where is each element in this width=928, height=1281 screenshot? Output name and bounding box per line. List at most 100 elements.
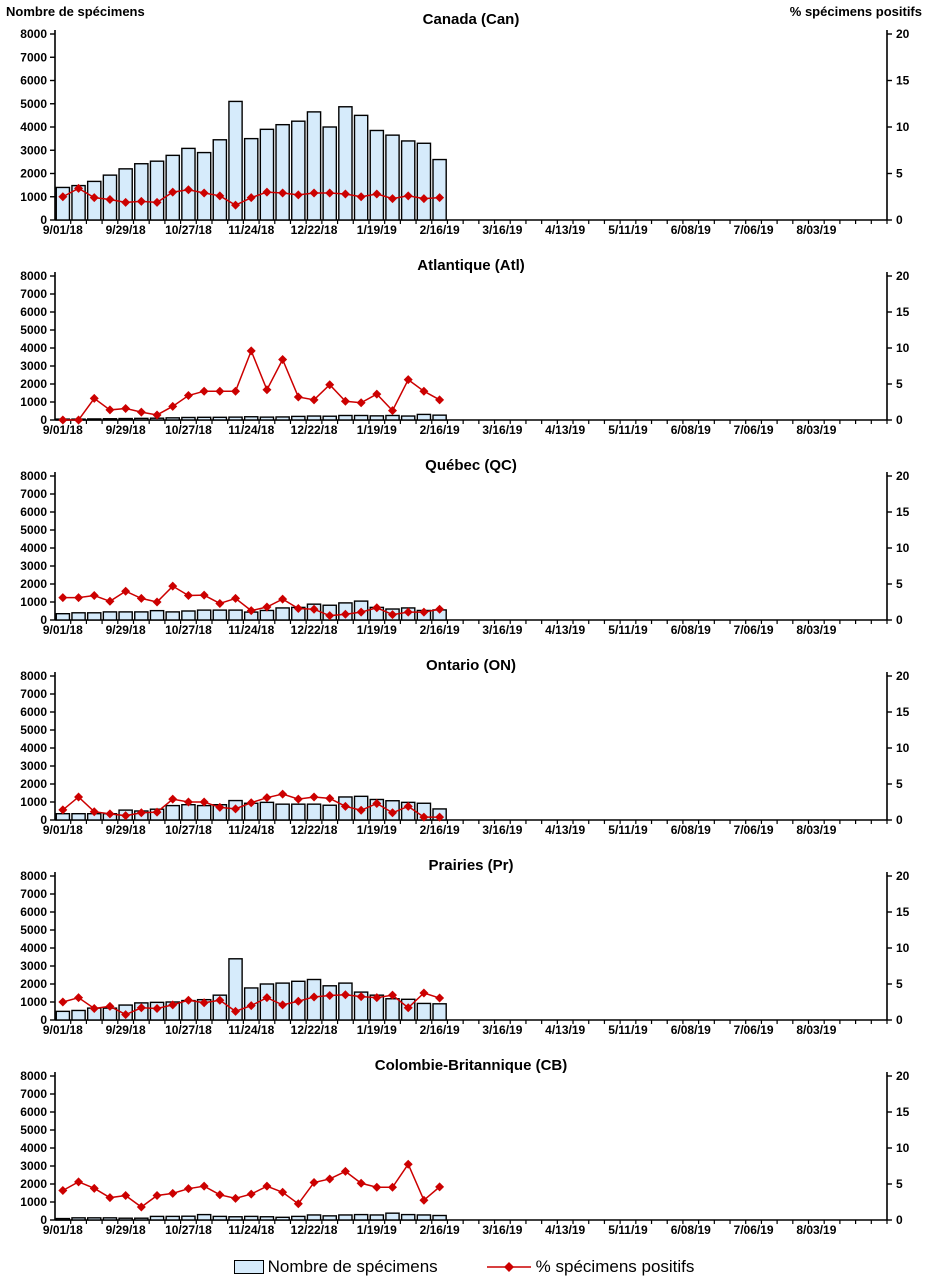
diamond-marker bbox=[309, 792, 319, 802]
x-tick-label: 11/24/18 bbox=[228, 823, 274, 837]
right-tick-label: 5 bbox=[896, 167, 903, 181]
diamond-marker bbox=[105, 596, 115, 606]
diamond-marker bbox=[388, 406, 398, 416]
specimen-bar bbox=[385, 998, 400, 1021]
chart-title: Canada (Can) bbox=[423, 11, 520, 28]
left-tick-label: 0 bbox=[40, 1213, 47, 1227]
chart-prairies: Prairies (Pr) 0 1000 2000 3000 4000 5000 6000 70… bbox=[20, 857, 909, 1037]
diamond-marker bbox=[293, 603, 303, 613]
left-tick-label: 2000 bbox=[20, 167, 47, 181]
specimen-bar bbox=[291, 803, 306, 821]
diamond-marker bbox=[419, 386, 429, 396]
x-tick-label: 11/24/18 bbox=[228, 423, 274, 437]
right-tick-label: 15 bbox=[896, 74, 910, 88]
diamond-marker bbox=[246, 193, 256, 203]
specimen-bar bbox=[416, 142, 432, 221]
right-tick-label: 0 bbox=[896, 1213, 903, 1227]
specimen-bar bbox=[275, 1216, 290, 1221]
left-tick-label: 3000 bbox=[20, 759, 47, 773]
specimen-bar bbox=[400, 1213, 416, 1221]
specimen-bar bbox=[228, 100, 243, 221]
chart-colombie-britannique: Colombie-Britannique (CB) 0 1000 2000 3000 40… bbox=[20, 1057, 910, 1237]
pct-positive-line bbox=[62, 1162, 441, 1208]
legend-specimens-label: Nombre de spécimens bbox=[267, 1256, 438, 1276]
diamond-marker bbox=[199, 1181, 209, 1191]
diamond-marker bbox=[231, 1006, 241, 1016]
chart-quebec: Québec (QC) 0 1000 2000 3000 4000 5000 6000 7000… bbox=[20, 457, 909, 637]
left-tick-label: 0 bbox=[40, 413, 47, 427]
pct-positive-line bbox=[62, 348, 440, 421]
specimen-bar bbox=[259, 128, 275, 221]
specimen-bar bbox=[416, 413, 432, 421]
right-tick-label: 20 bbox=[896, 1069, 910, 1083]
diamond-marker bbox=[58, 415, 68, 425]
diamond-marker bbox=[74, 792, 84, 802]
x-tick-label: 11/24/18 bbox=[228, 1223, 274, 1237]
left-tick-label: 1000 bbox=[20, 1195, 47, 1209]
x-tick-label: 9/01/18 bbox=[43, 823, 83, 837]
left-tick-label: 3000 bbox=[20, 559, 47, 573]
diamond-marker bbox=[340, 1166, 350, 1176]
diamond-marker bbox=[340, 801, 350, 811]
diamond-marker bbox=[89, 807, 99, 817]
specimen-bar bbox=[259, 416, 275, 421]
specimen-bar bbox=[385, 134, 400, 221]
diamond-marker bbox=[262, 385, 272, 395]
x-tick-label: 6/08/19 bbox=[671, 1223, 711, 1237]
x-tick-label: 5/11/19 bbox=[608, 223, 648, 237]
specimen-bar bbox=[196, 1213, 212, 1221]
specimen-bar bbox=[181, 803, 196, 821]
left-tick-label: 3000 bbox=[20, 359, 47, 373]
diamond-marker bbox=[403, 1003, 413, 1013]
x-tick-label: 11/24/18 bbox=[228, 223, 274, 237]
left-tick-label: 1000 bbox=[20, 995, 47, 1009]
x-tick-label: 6/08/19 bbox=[671, 223, 711, 237]
specimen-bar bbox=[259, 801, 275, 821]
diamond-marker bbox=[435, 1182, 445, 1192]
x-tick-label: 4/13/19 bbox=[545, 223, 585, 237]
x-tick-label: 12/22/18 bbox=[291, 1023, 338, 1037]
diamond-marker bbox=[136, 1003, 146, 1013]
diamond-marker bbox=[105, 1001, 115, 1011]
x-tick-label: 8/03/19 bbox=[796, 823, 836, 837]
diamond-marker bbox=[231, 386, 241, 396]
left-tick-label: 6000 bbox=[20, 505, 47, 519]
right-tick-label: 5 bbox=[896, 777, 903, 791]
right-axis-title: % spécimens positifs bbox=[790, 4, 922, 19]
left-tick-label: 1000 bbox=[20, 595, 47, 609]
specimen-bar bbox=[228, 416, 243, 421]
diamond-marker bbox=[325, 188, 335, 198]
specimen-bar bbox=[196, 416, 212, 421]
diamond-marker bbox=[246, 1189, 256, 1199]
diamond-marker bbox=[262, 602, 272, 612]
right-tick-label: 20 bbox=[896, 669, 910, 683]
specimen-bar bbox=[71, 812, 86, 821]
diamond-marker bbox=[58, 805, 68, 815]
left-tick-label: 0 bbox=[40, 1013, 47, 1027]
diamond-marker bbox=[152, 1191, 162, 1201]
specimen-bar bbox=[306, 803, 322, 821]
x-tick-label: 10/27/18 bbox=[165, 1023, 212, 1037]
specimen-bar bbox=[306, 415, 322, 421]
specimen-bar bbox=[165, 611, 181, 621]
left-tick-label: 2000 bbox=[20, 977, 47, 991]
left-tick-label: 6000 bbox=[20, 1105, 47, 1119]
right-tick-label: 0 bbox=[896, 613, 903, 627]
diamond-marker bbox=[419, 607, 429, 617]
x-tick-label: 4/13/19 bbox=[545, 623, 585, 637]
left-tick-label: 3000 bbox=[20, 143, 47, 157]
diamond-marker bbox=[168, 401, 178, 411]
right-tick-label: 15 bbox=[896, 305, 910, 319]
specimen-bar bbox=[134, 417, 149, 421]
diamond-marker bbox=[403, 801, 413, 811]
x-tick-label: 6/08/19 bbox=[671, 423, 711, 437]
chart-title: Atlantique (Atl) bbox=[417, 257, 524, 274]
diamond-marker bbox=[136, 593, 146, 603]
specimen-bar bbox=[149, 160, 165, 221]
diamond-marker bbox=[325, 793, 335, 803]
specimen-bar bbox=[369, 129, 385, 221]
diamond-marker bbox=[121, 586, 131, 596]
x-tick-label: 9/01/18 bbox=[43, 1023, 83, 1037]
left-tick-label: 2000 bbox=[20, 1177, 47, 1191]
